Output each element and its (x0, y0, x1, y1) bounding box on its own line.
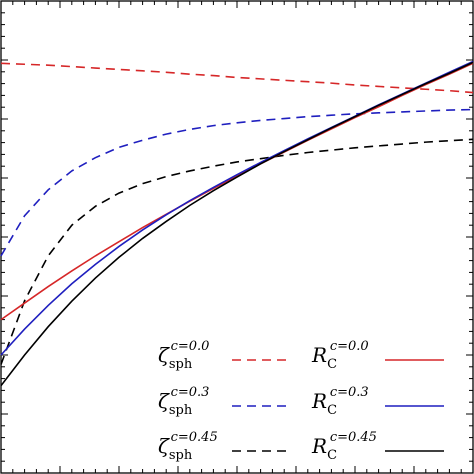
legend-label-right-0: RCc=0.0 (311, 339, 369, 372)
legend-label-right-1: RCc=0.3 (311, 385, 369, 418)
series-line-2 (0, 138, 474, 365)
series-line-5 (0, 61, 474, 387)
series-line-1 (0, 108, 474, 257)
series-lines (0, 60, 474, 387)
series-line-4 (0, 60, 474, 356)
legend-label-left-2: ζsphc=0.45 (158, 430, 218, 463)
legend: ζsphc=0.0 ζsphc=0.3 ζsphc=0.45 RCc=0.0 RCc=0… (158, 339, 444, 463)
legend-label-left-0: ζsphc=0.0 (158, 339, 209, 372)
legend-label-right-2: RCc=0.45 (311, 430, 377, 463)
legend-label-left-1: ζsphc=0.3 (158, 385, 209, 418)
series-line-3 (0, 62, 474, 321)
series-line-0 (0, 62, 474, 94)
